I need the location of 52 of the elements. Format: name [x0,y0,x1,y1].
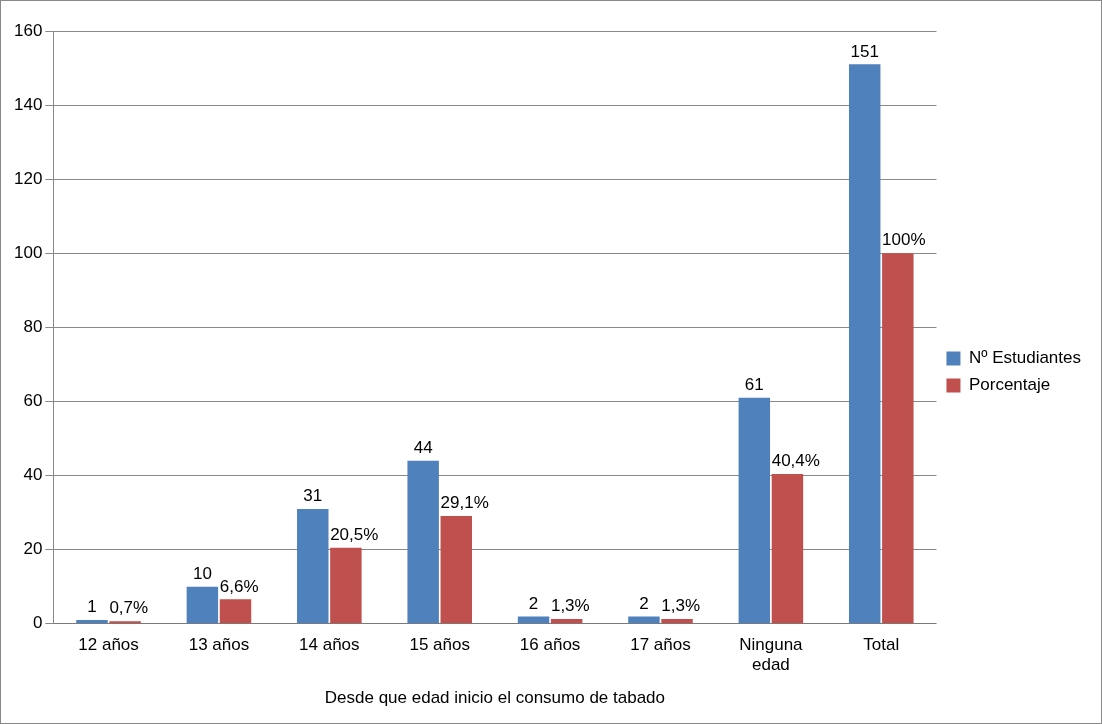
y-tick-label: 80 [23,317,43,337]
bar [440,515,473,624]
data-label: 10 [192,563,212,583]
data-label: 100% [882,230,926,250]
bar [882,253,914,624]
bar [550,618,583,624]
y-tick-label: 120 [13,168,43,188]
data-label: 1,3% [550,596,590,616]
bar [628,616,660,624]
y-tick-label: 60 [23,391,43,411]
bar [297,508,329,624]
data-label: 151 [850,41,879,61]
bar [517,616,550,624]
x-tick-label: Total [863,634,900,654]
y-tick-label: 140 [13,94,43,114]
y-tick-label: 40 [23,465,43,485]
data-label: 1,3% [661,596,701,616]
x-tick-label: 12 años [78,634,139,654]
x-tick-label: 14 años [299,634,360,654]
x-axis-title: Desde que edad inicio el consumo de tabado [324,688,666,708]
bar [76,620,108,624]
data-label: 31 [303,486,323,506]
data-label: 61 [744,374,764,394]
bar [771,474,804,624]
data-label: 40,4% [771,451,820,471]
data-label: 2 [639,593,649,613]
data-label: 0,7% [109,598,149,618]
bar [186,586,219,624]
data-label: 6,6% [219,576,259,596]
bar [109,621,141,624]
y-tick-label: 20 [23,539,43,559]
bar [848,64,881,624]
y-tick-label: 0 [32,613,43,633]
bar [738,397,771,624]
y-tick-label: 100 [13,242,43,262]
bar [407,460,439,624]
bar [661,618,693,624]
data-label: 1 [87,597,97,617]
data-label: 29,1% [440,493,489,513]
data-label: 20,5% [330,525,379,545]
legend-label: Nº Estudiantes [968,348,1081,368]
y-tick-label: 160 [13,20,43,40]
x-tick-label: 15 años [409,634,470,654]
x-tick-label: 17 años [630,634,691,654]
data-label: 2 [528,593,539,613]
data-label: 44 [413,437,433,457]
legend-label: Porcentaje [968,375,1051,395]
bar [219,599,252,624]
x-tick-label: 16 años [519,634,581,654]
x-tick-label: Ninguna edad [739,634,804,675]
x-tick-label: 13 años [188,634,250,654]
bar [330,547,362,624]
